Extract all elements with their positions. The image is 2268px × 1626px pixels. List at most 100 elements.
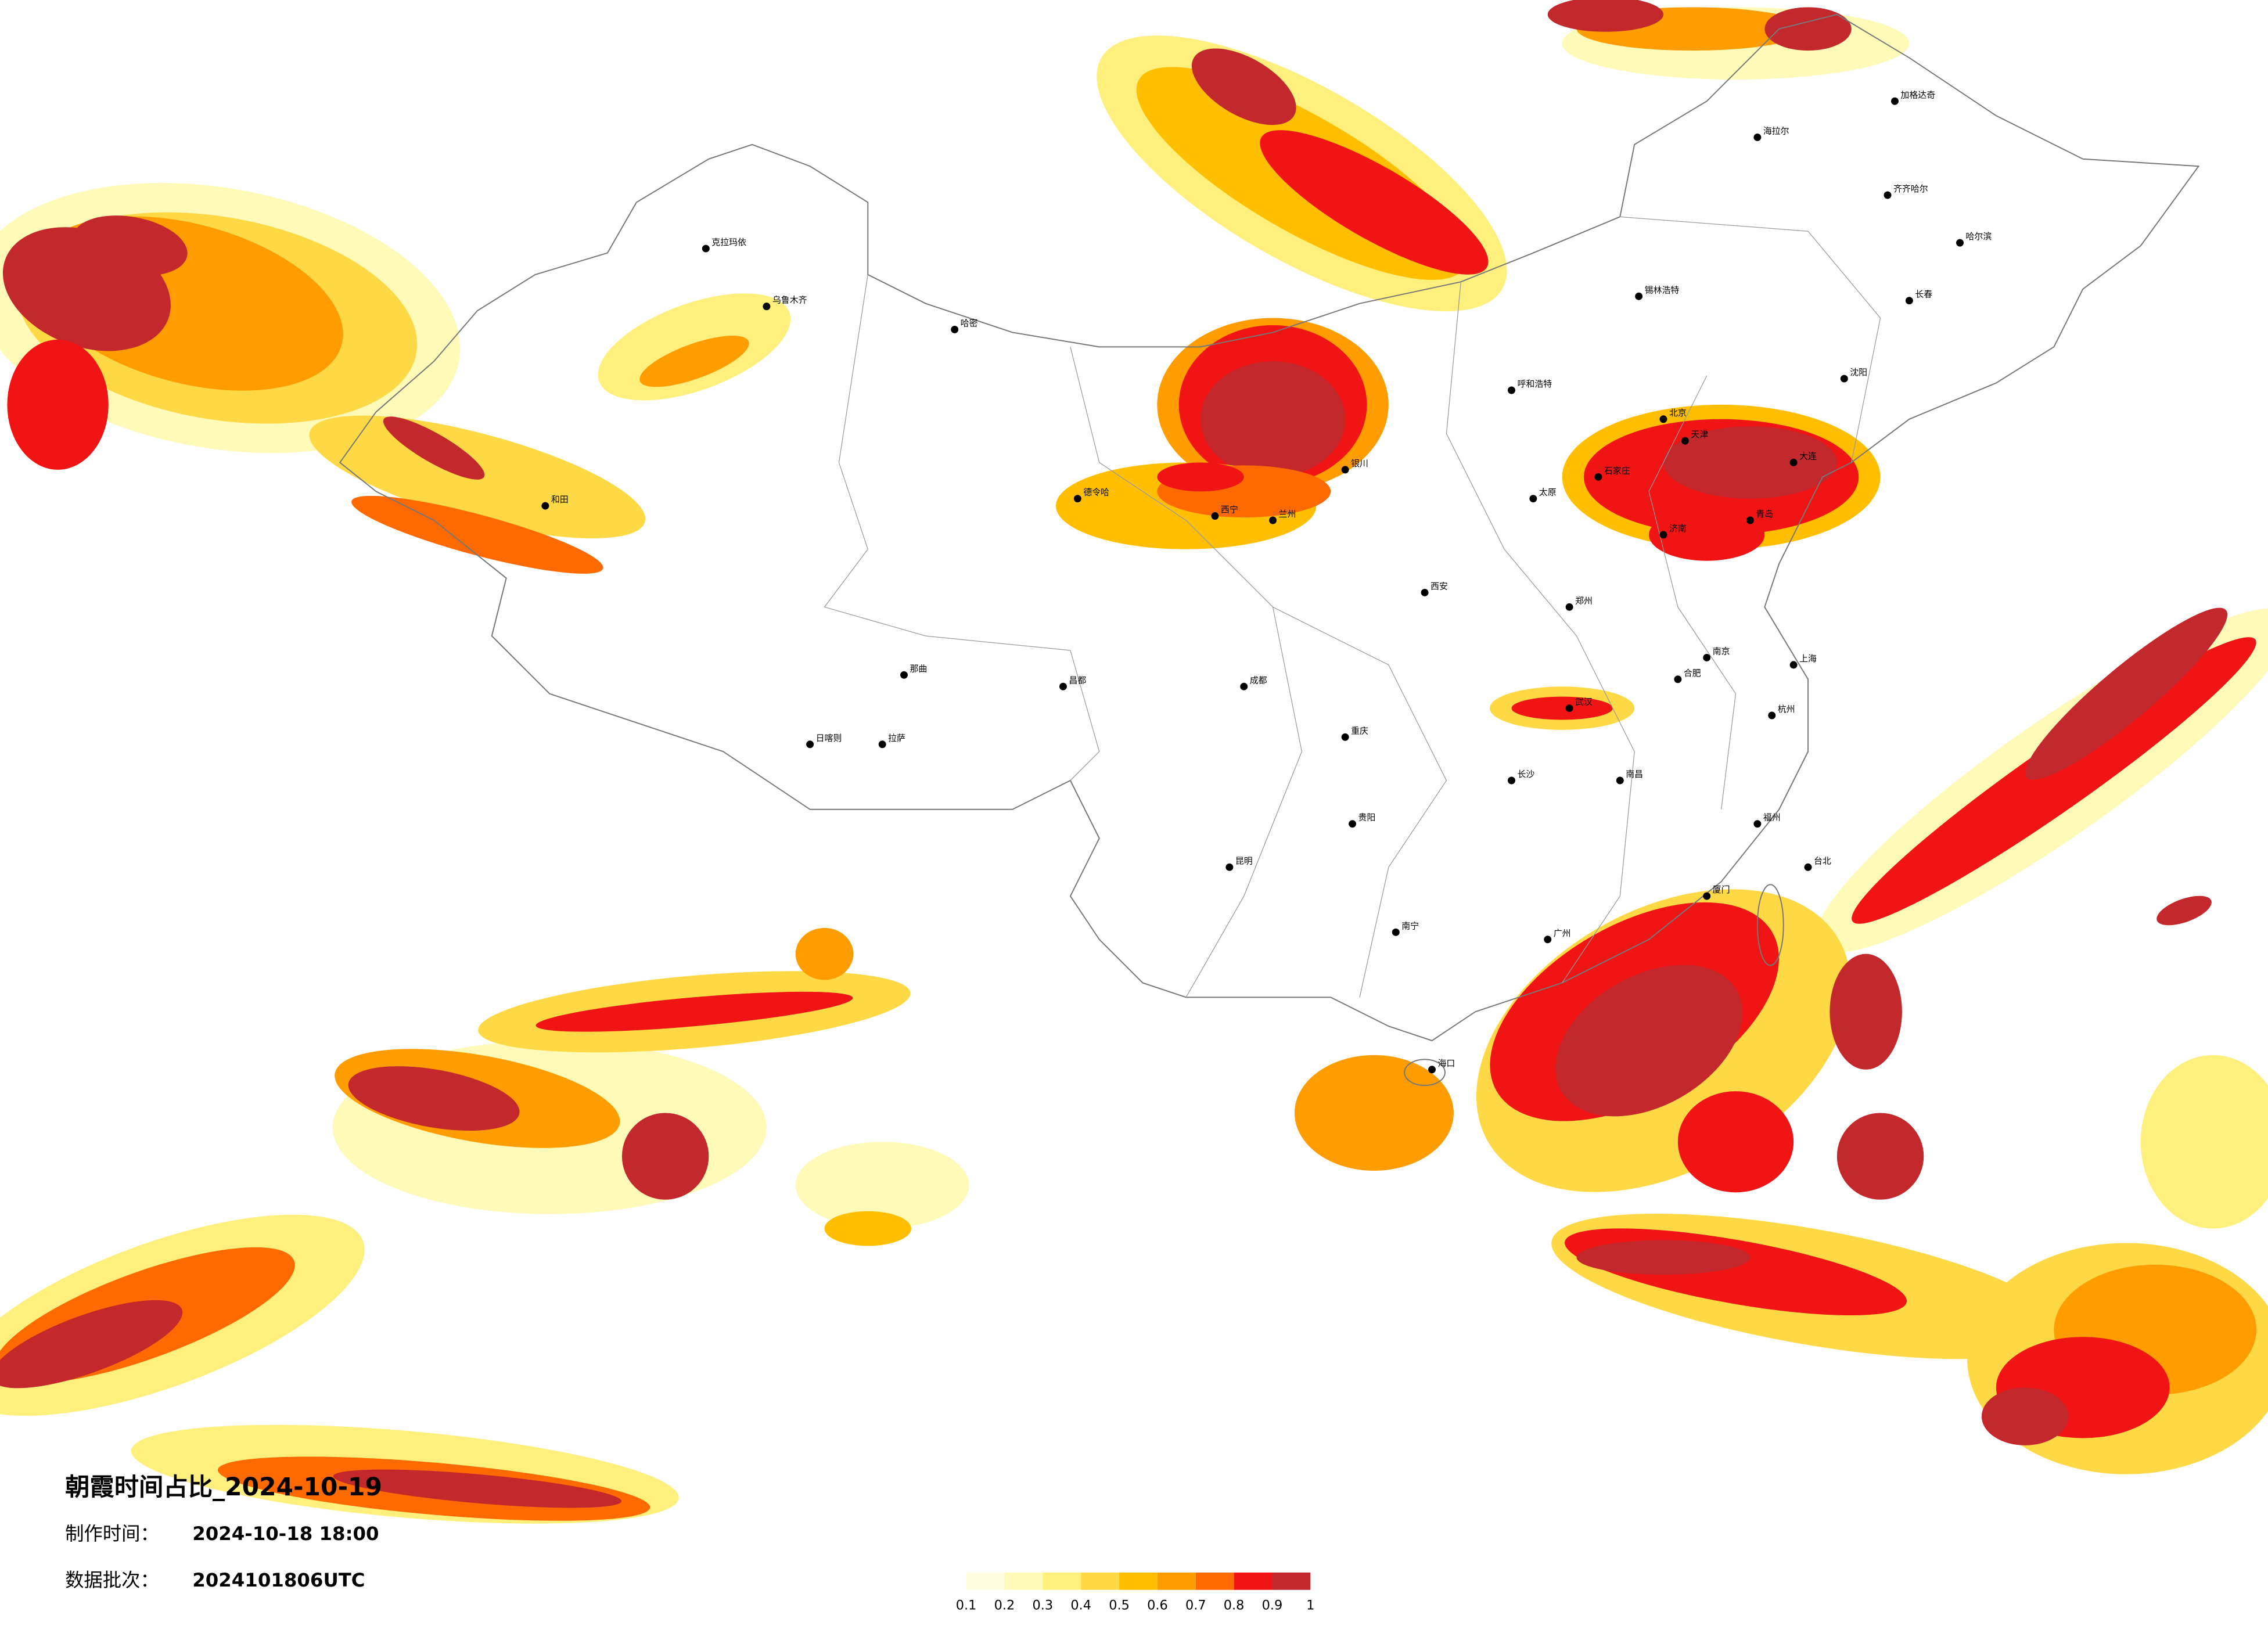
city-dot (1840, 375, 1848, 383)
city-dot (1616, 776, 1624, 785)
city-dot (1890, 97, 1899, 105)
city-label: 成都 (1250, 675, 1267, 685)
city-label: 加格达奇 (1900, 89, 1935, 100)
forecast-area (621, 1113, 709, 1200)
city-label: 海口 (1437, 1058, 1455, 1069)
city-label: 和田 (551, 494, 569, 505)
city-label: 沈阳 (1850, 367, 1867, 377)
city-label: 贵阳 (1358, 812, 1376, 823)
legend-swatch (1081, 1572, 1120, 1590)
city-dot (1059, 682, 1067, 690)
city-label: 郑州 (1575, 595, 1593, 606)
city-label: 北京 (1669, 408, 1687, 418)
forecast-area (1157, 462, 1244, 492)
forecast-area (1547, 0, 1663, 32)
city-dot (1804, 863, 1812, 871)
legend-tick-label: 0.6 (1147, 1598, 1168, 1613)
city-label: 福州 (1763, 812, 1781, 823)
forecast-area (0, 1300, 183, 1388)
legend-swatch (1272, 1572, 1311, 1590)
city-dot (1746, 516, 1754, 524)
forecast-area (2025, 607, 2228, 780)
city-label: 锡林浩特 (1645, 285, 1680, 295)
city-label: 天津 (1691, 429, 1708, 440)
legend-swatch (1004, 1572, 1043, 1590)
city-dot (878, 740, 886, 749)
city-label: 昆明 (1235, 855, 1253, 866)
city-dot (1703, 892, 1711, 900)
city-dot (763, 303, 771, 311)
city-label: 德令哈 (1083, 487, 1109, 498)
forecast-area (1836, 1113, 1924, 1200)
city-label: 昌都 (1069, 675, 1086, 685)
city-dot (1681, 437, 1689, 445)
country-outline (339, 13, 2200, 1042)
forecast-area (1981, 1387, 2069, 1445)
city-dot (1240, 682, 1248, 690)
legend-tick-label: 0.7 (1185, 1598, 1206, 1613)
city-label: 上海 (1799, 653, 1817, 664)
forecast-area (7, 339, 109, 470)
island-outline (1404, 1059, 1446, 1087)
forecast-area (1260, 130, 1489, 275)
city-label: 哈密 (961, 318, 978, 329)
info-value: 2024-10-18 18:00 (192, 1523, 379, 1545)
forecast-area (1191, 48, 1296, 125)
city-dot (806, 740, 814, 749)
city-label: 乌鲁木齐 (772, 295, 807, 305)
map-title: 朝霞时间占比_2024-10-19 (65, 1473, 382, 1501)
forecast-area (1201, 361, 1346, 477)
forecast-area (2140, 1055, 2268, 1229)
legend: 0.1 0.2 0.3 0.4 0.5 0.6 0.7 0.8 0.9 1 (956, 1572, 1314, 1613)
city-dot (1753, 820, 1762, 828)
forecast-area (1576, 1240, 1751, 1275)
forecast-area (795, 1142, 969, 1229)
forecast-area (73, 215, 188, 276)
city-dot (1428, 1066, 1436, 1074)
city-dot (1674, 675, 1682, 684)
forecast-area (1830, 954, 1902, 1070)
city-label: 长沙 (1517, 769, 1534, 779)
city-label: 南京 (1713, 646, 1730, 656)
forecast-area (1677, 1091, 1794, 1193)
city-label: 长春 (1915, 289, 1932, 300)
city-dot (1392, 928, 1400, 936)
city-label: 西宁 (1221, 505, 1238, 515)
city-label: 海拉尔 (1763, 125, 1789, 136)
legend-swatch (1195, 1572, 1234, 1590)
city-dot (1225, 863, 1234, 871)
forecast-area (824, 1211, 911, 1246)
city-label: 杭州 (1778, 704, 1795, 714)
city-dot (1565, 704, 1573, 713)
city-label: 齐齐哈尔 (1893, 184, 1928, 194)
city-label: 厦门 (1713, 884, 1730, 895)
city-dot (1753, 133, 1762, 141)
city-label: 兰州 (1279, 509, 1296, 519)
forecast-area (639, 336, 749, 387)
city-dot (1956, 239, 1964, 247)
city-dot (951, 325, 959, 333)
city-label: 台北 (1814, 855, 1831, 866)
legend-tick-label: 0.3 (1033, 1598, 1054, 1613)
city-dot (1659, 415, 1667, 423)
city-label: 拉萨 (888, 733, 905, 743)
forecast-area (2156, 895, 2212, 926)
city-dot (1211, 512, 1219, 520)
info-label: 数据批次： (65, 1569, 159, 1591)
city-label: 大连 (1799, 451, 1817, 461)
forecast-area (1555, 965, 1743, 1117)
legend-tick-label: 0.2 (994, 1598, 1015, 1613)
city-dot (1544, 936, 1552, 944)
city-dot (541, 502, 549, 510)
forecast-area (1663, 426, 1837, 499)
legend-swatch (966, 1572, 1005, 1590)
legend-tick-label: 0.8 (1224, 1598, 1245, 1613)
city-dot (1508, 776, 1515, 785)
city-dot (1341, 733, 1349, 741)
city-label: 石家庄 (1604, 465, 1630, 476)
city-label: 日喀则 (816, 733, 842, 743)
forecast-area (351, 495, 603, 574)
